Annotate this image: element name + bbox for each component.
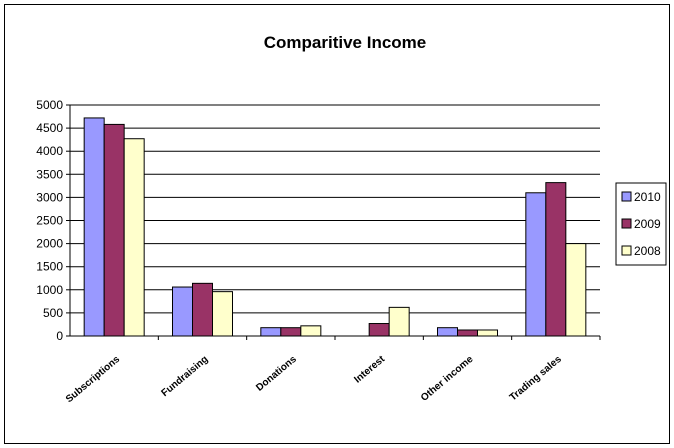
y-tick-label: 2000: [36, 237, 63, 251]
legend-swatch: [622, 219, 631, 228]
x-tick-label: Fundraising: [160, 354, 211, 399]
bar: [281, 328, 301, 336]
bar: [193, 283, 213, 336]
bar: [566, 244, 586, 336]
y-tick-label: 0: [56, 329, 63, 343]
y-tick-label: 1000: [36, 283, 63, 297]
bar: [478, 330, 498, 336]
bar: [173, 287, 193, 336]
legend-label: 2008: [634, 244, 661, 258]
legend-swatch: [622, 192, 631, 201]
bar: [526, 193, 546, 336]
x-tick-label: Trading sales: [508, 354, 564, 404]
x-tick-label: Subscriptions: [64, 354, 122, 406]
bar: [546, 183, 566, 336]
y-tick-label: 1500: [36, 260, 63, 274]
y-tick-label: 5000: [36, 98, 63, 112]
x-tick-label: Other income: [419, 354, 476, 404]
y-tick-label: 2500: [36, 214, 63, 228]
y-tick-label: 3000: [36, 190, 63, 204]
y-tick-label: 3500: [36, 167, 63, 181]
legend-label: 2010: [634, 190, 661, 204]
bar: [104, 124, 124, 336]
bar: [389, 307, 409, 336]
bar: [458, 330, 478, 336]
legend-swatch: [622, 246, 631, 255]
x-tick-label: Donations: [254, 354, 299, 394]
y-tick-label: 500: [43, 306, 63, 320]
bar: [261, 328, 281, 336]
legend: 2010 2009 2008: [616, 183, 666, 265]
plot-area: 0 500 1000 1500 2000 2500 3000 3500 4000 4500 5000…: [36, 98, 600, 405]
chart-title: Comparitive Income: [264, 33, 427, 52]
bar: [213, 292, 233, 336]
bar: [438, 328, 458, 336]
bar: [124, 139, 144, 336]
bar: [301, 326, 321, 336]
legend-label: 2009: [634, 217, 661, 231]
x-tick-label: Interest: [352, 353, 387, 385]
bar: [369, 324, 389, 336]
y-tick-label: 4000: [36, 144, 63, 158]
y-tick-label: 4500: [36, 121, 63, 135]
bar: [84, 118, 104, 336]
